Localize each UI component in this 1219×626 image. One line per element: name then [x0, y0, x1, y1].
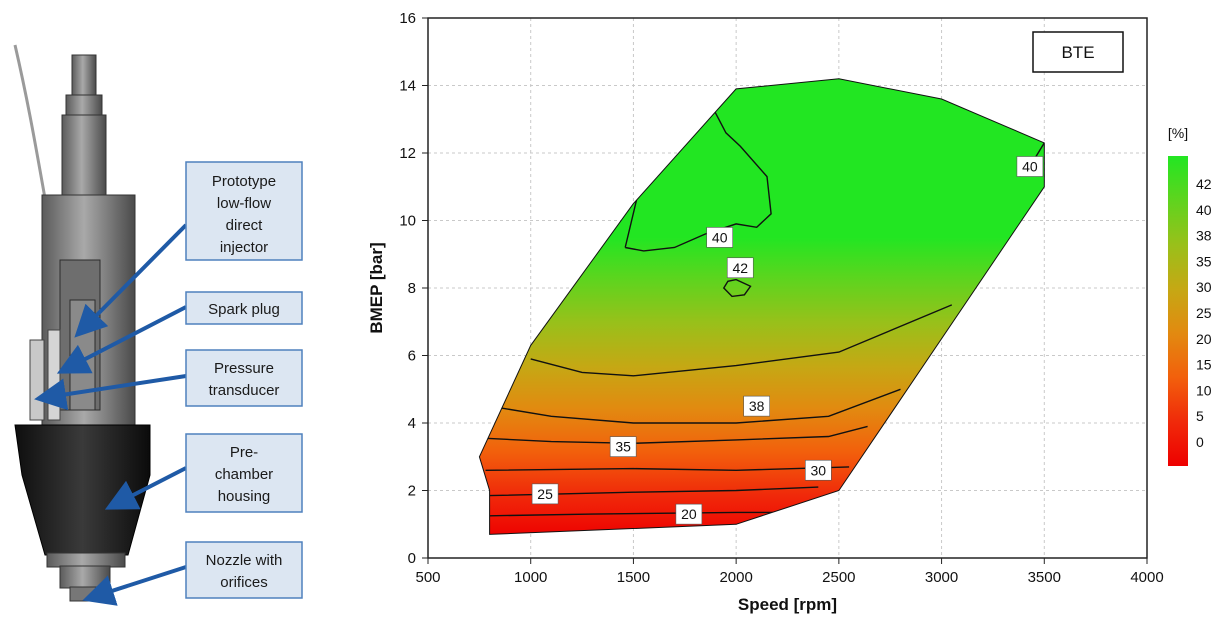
- fuel-fitting: [71, 54, 97, 101]
- colorbar-label: 42: [1196, 176, 1212, 192]
- colorbar-gradient: [1168, 156, 1188, 466]
- callout-injector-line-2: low-flow: [217, 195, 271, 212]
- y-tick-label: 6: [408, 348, 416, 365]
- callout-injector-line-3: direct: [226, 217, 264, 234]
- colorbar-label: 20: [1196, 331, 1212, 347]
- prechamber-housing: [14, 424, 151, 556]
- nozzle-collar: [46, 552, 126, 568]
- contour-line-25: [485, 466, 850, 472]
- y-tick-label: 4: [408, 415, 416, 432]
- arrow-nozzle: [82, 565, 187, 606]
- colorbar-label: 38: [1196, 228, 1212, 244]
- contour-label-42: 42: [726, 257, 754, 279]
- contour-label-text: 38: [749, 398, 765, 414]
- x-tick-label: 2000: [719, 569, 752, 586]
- colorbar-labels: 42 40 38 35 30 25 20 15 10 5 0: [1196, 176, 1212, 450]
- callout-nozzle-line-1: Nozzle with: [206, 552, 283, 569]
- contour-line-35: [489, 388, 901, 424]
- colorbar-label: 0: [1196, 434, 1204, 450]
- callout-nozzle: Nozzle with orifices: [185, 541, 303, 599]
- contour-label-text: 35: [615, 439, 631, 455]
- contour-line-20: [489, 486, 819, 497]
- colorbar-unit: [%]: [1168, 125, 1188, 141]
- arrow-spark-plug: [56, 305, 187, 374]
- x-axis-label: Speed [rpm]: [738, 595, 837, 614]
- y-tick-label: 10: [399, 213, 416, 230]
- arrow-pressure-transducer: [34, 374, 187, 411]
- contour-label-text: 40: [712, 229, 728, 245]
- callout-housing: Pre- chamber housing: [185, 433, 303, 513]
- callout-spark-plug-line-1: Spark plug: [208, 301, 280, 318]
- callout-transducer-line-1: Pressure: [214, 360, 274, 377]
- x-tick-label: 3000: [925, 569, 958, 586]
- contour-label-40: 40: [1016, 156, 1044, 177]
- y-tick-label: 12: [399, 145, 416, 162]
- contour-label-35: 35: [609, 436, 637, 457]
- bte-contour-chart: 42 40 40 38 35 30 25 20 500 1000 1500 2000 2500 3000…: [330, 0, 1219, 621]
- x-tick-label: 500: [415, 569, 440, 586]
- x-tick-label: 1500: [617, 569, 650, 586]
- contour-line-42: [722, 278, 752, 298]
- x-tick-label: 4000: [1130, 569, 1163, 586]
- callout-housing-line-3: housing: [218, 488, 271, 505]
- chart-title-box: BTE: [1032, 31, 1124, 73]
- y-tick-label: 2: [408, 483, 416, 500]
- nozzle-tip: [69, 586, 101, 602]
- bte-region: [478, 78, 1045, 535]
- spark-plug: [47, 329, 61, 421]
- contour-label-text: 30: [811, 462, 827, 478]
- cable: [13, 44, 50, 216]
- y-tick-label: 8: [408, 280, 416, 297]
- contour-label-20: 20: [675, 503, 703, 525]
- colorbar-label: 35: [1196, 253, 1212, 269]
- y-axis-label: BMEP [bar]: [367, 242, 386, 333]
- callout-transducer-line-2: transducer: [209, 382, 280, 399]
- callout-nozzle-line-2: orifices: [220, 574, 268, 591]
- contour-label-text: 40: [1022, 159, 1038, 175]
- x-tick-label: 2500: [822, 569, 855, 586]
- x-axis-ticks: 500 1000 1500 2000 2500 3000 3500 4000: [415, 558, 1164, 586]
- x-tick-label: 3500: [1028, 569, 1061, 586]
- colorbar-label: 5: [1196, 408, 1204, 424]
- injector-body: [61, 114, 107, 196]
- callout-pressure-transducer: Pressure transducer: [185, 349, 303, 407]
- contour-line-15: [489, 511, 778, 517]
- contour-line-30: [483, 425, 868, 445]
- x-tick-label: 1000: [514, 569, 547, 586]
- contour-label-30: 30: [805, 459, 832, 481]
- colorbar-label: 10: [1196, 382, 1212, 398]
- callout-housing-line-1: Pre-: [230, 444, 258, 461]
- callout-injector-line-1: Prototype: [212, 173, 276, 190]
- colorbar: [%] 42 40 38 35 30 25 20 15 10 5 0: [1168, 125, 1212, 466]
- arrow-housing: [104, 466, 187, 510]
- chart-title: BTE: [1061, 43, 1094, 62]
- contour-label-40: 40: [706, 227, 734, 248]
- y-tick-label: 14: [399, 78, 416, 95]
- prechamber-figure: Prototype low-flow direct injector Spark…: [0, 0, 320, 621]
- callout-spark-plug: Spark plug: [185, 291, 303, 325]
- contour-label-text: 42: [732, 260, 748, 276]
- contour-label-38: 38: [743, 395, 770, 417]
- contour-line-38: [530, 304, 953, 377]
- arrow-injector: [74, 223, 188, 338]
- colorbar-label: 40: [1196, 202, 1212, 218]
- colorbar-label: 15: [1196, 357, 1212, 373]
- y-tick-label: 0: [408, 550, 416, 567]
- contour-label-text: 25: [537, 486, 553, 502]
- colorbar-label: 30: [1196, 279, 1212, 295]
- colorbar-label: 25: [1196, 305, 1212, 321]
- y-tick-label: 16: [399, 10, 416, 27]
- prechamber-illustration: Prototype low-flow direct injector Spark…: [13, 44, 303, 606]
- pressure-transducer: [29, 339, 45, 421]
- y-axis-ticks: 0 2 4 6 8 10 12 14 16: [399, 10, 428, 567]
- callout-injector-line-4: injector: [220, 239, 268, 256]
- contour-label-25: 25: [531, 483, 559, 505]
- callout-injector: Prototype low-flow direct injector: [185, 161, 303, 261]
- contour-label-text: 20: [681, 506, 697, 522]
- callout-housing-line-2: chamber: [215, 466, 273, 483]
